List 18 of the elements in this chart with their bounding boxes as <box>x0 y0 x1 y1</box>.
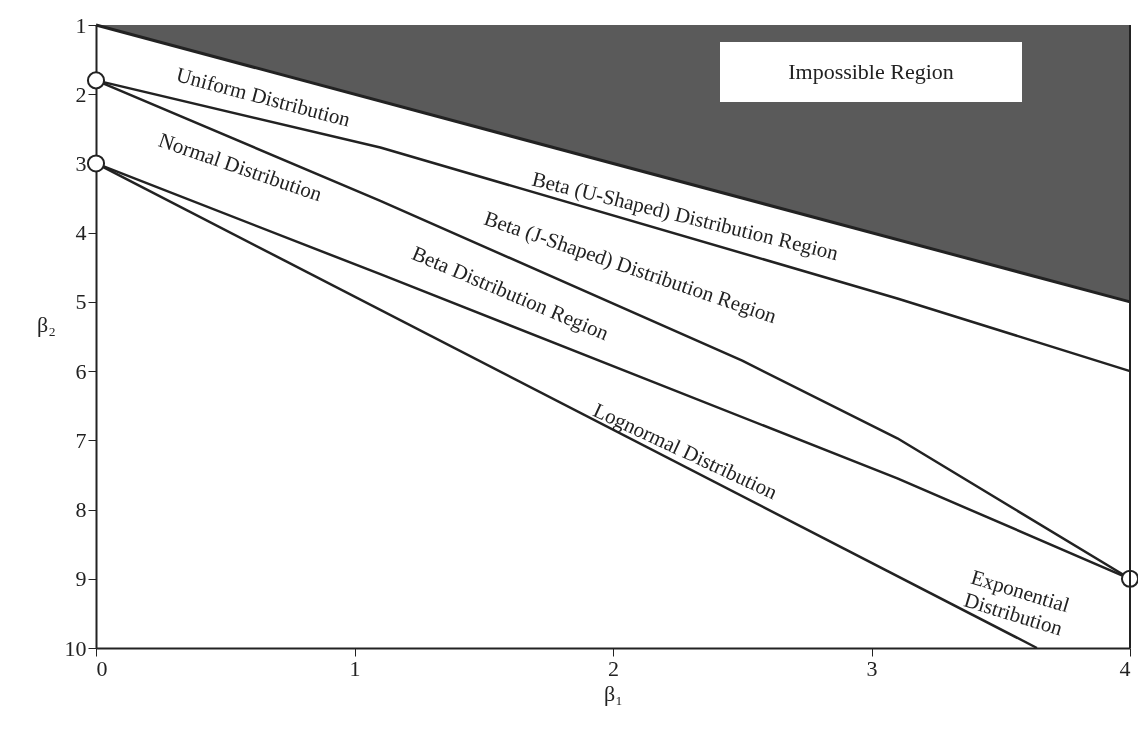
x-tick-label: 3 <box>866 655 878 681</box>
y-tick-label: 10 <box>64 635 87 661</box>
y-tick-label: 1 <box>75 12 87 38</box>
x-tick-label: 0 <box>96 655 108 681</box>
y-axis-title: β₂ <box>37 312 56 337</box>
x-axis-title: β₁ <box>604 680 623 706</box>
label-box: Impossible Region <box>720 42 1022 102</box>
y-tick-label: 5 <box>75 289 87 315</box>
y-tick-label: 9 <box>75 566 87 592</box>
x-tick-label: 1 <box>349 655 361 681</box>
y-tick-label: 7 <box>75 427 87 453</box>
y-tick-label: 6 <box>75 358 87 384</box>
y-tick-label: 4 <box>75 220 87 246</box>
y-tick-label: 2 <box>75 81 87 107</box>
x-tick-label: 4 <box>1119 655 1131 681</box>
x-tick-label: 2 <box>608 655 619 681</box>
y-tick-label: 8 <box>75 497 87 523</box>
y-tick-label: 3 <box>75 150 87 176</box>
